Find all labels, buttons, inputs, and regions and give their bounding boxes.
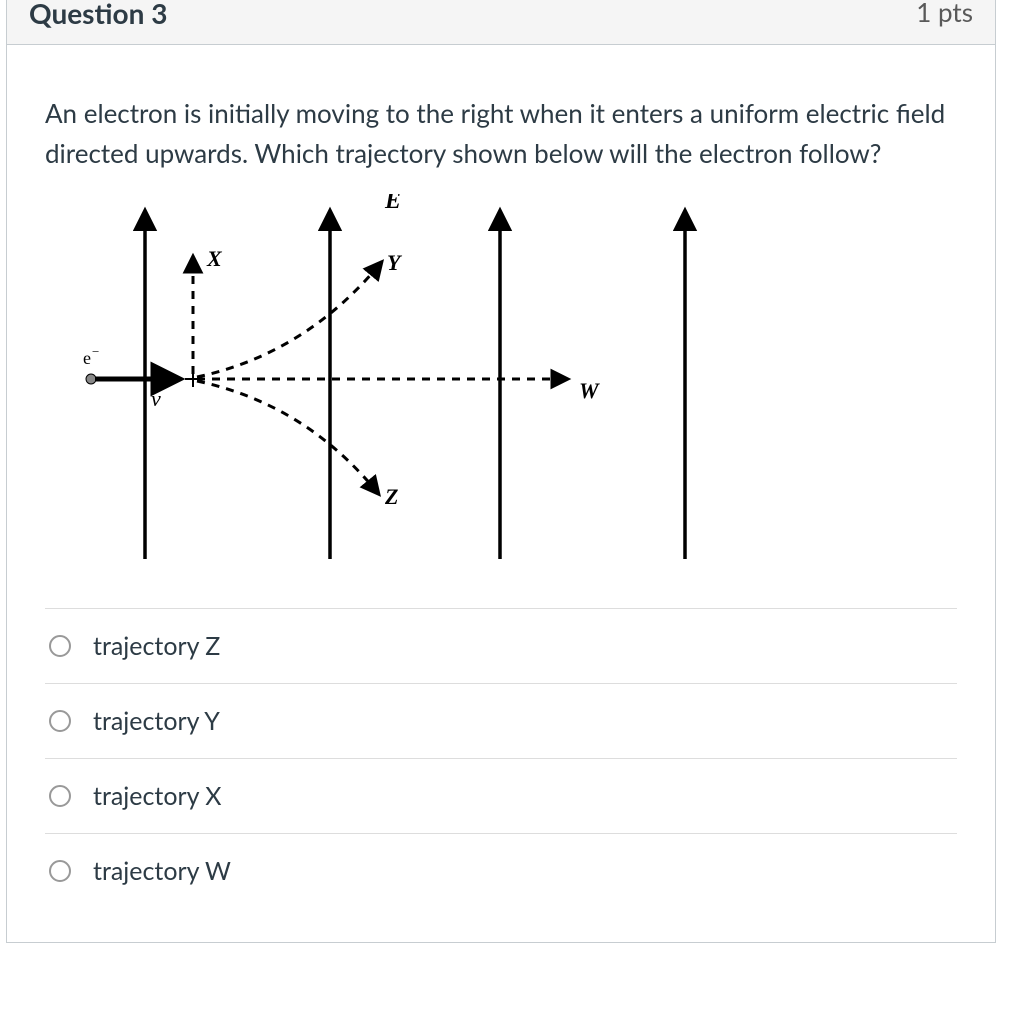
question-points: 1 pts — [916, 0, 973, 28]
answer-label: trajectory Y — [93, 706, 220, 736]
answer-label: trajectory Z — [93, 631, 220, 661]
svg-text:Y: Y — [387, 250, 403, 275]
svg-text:W: W — [579, 378, 600, 403]
radio-icon[interactable] — [49, 860, 71, 882]
answer-option[interactable]: trajectory Y — [45, 683, 957, 758]
radio-icon[interactable] — [49, 785, 71, 807]
svg-text:Z: Z — [384, 484, 398, 509]
radio-icon[interactable] — [49, 710, 71, 732]
answer-label: trajectory X — [93, 781, 222, 811]
question-card: Question 3 1 pts An electron is initiall… — [6, 0, 996, 943]
svg-text:X: X — [206, 246, 223, 271]
answer-option[interactable]: trajectory Z — [45, 608, 957, 683]
svg-text:E: E — [384, 194, 401, 214]
answer-option[interactable]: trajectory W — [45, 833, 957, 892]
question-title: Question 3 — [29, 0, 167, 30]
svg-text:v: v — [151, 386, 161, 411]
svg-text:e: e — [83, 348, 91, 368]
question-body: An electron is initially moving to the r… — [7, 45, 995, 902]
question-header: Question 3 1 pts — [7, 0, 995, 45]
svg-text:−: − — [92, 344, 99, 359]
radio-icon[interactable] — [49, 635, 71, 657]
answer-list: trajectory Z trajectory Y trajectory X t… — [45, 608, 957, 892]
question-prompt: An electron is initially moving to the r… — [45, 93, 957, 174]
answer-label: trajectory W — [93, 856, 231, 886]
trajectory-figure: Ee− v X Y Z W — [45, 194, 957, 578]
answer-option[interactable]: trajectory X — [45, 758, 957, 833]
